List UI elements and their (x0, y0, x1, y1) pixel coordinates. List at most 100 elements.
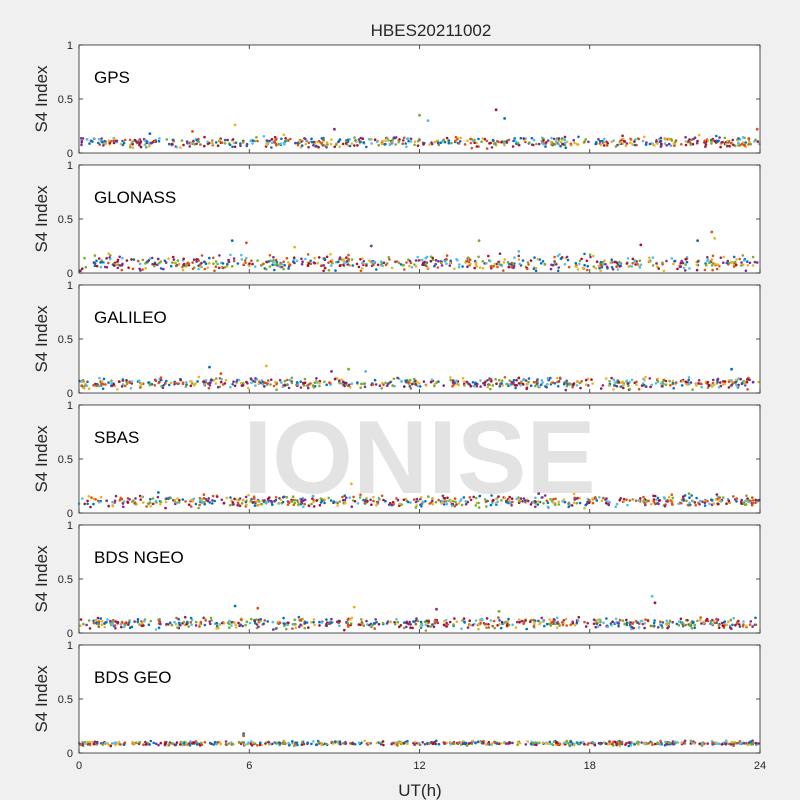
data-point (315, 381, 319, 384)
data-point (662, 269, 666, 273)
data-point (233, 384, 237, 388)
data-point (239, 144, 242, 148)
data-point (549, 140, 553, 144)
data-point (448, 261, 452, 265)
data-point (584, 503, 587, 507)
data-point (721, 496, 725, 499)
data-point (93, 264, 97, 267)
data-point (537, 142, 541, 146)
data-point (440, 499, 444, 503)
data-point (549, 376, 552, 380)
data-point (101, 743, 105, 746)
data-point (721, 624, 725, 627)
data-point (622, 383, 625, 387)
data-point (729, 626, 732, 629)
data-point (653, 742, 657, 746)
data-point (716, 140, 719, 144)
data-point (131, 500, 134, 503)
data-point (584, 138, 588, 141)
data-point (690, 627, 694, 630)
data-point (552, 618, 556, 621)
data-point (302, 384, 306, 387)
data-point (208, 741, 212, 745)
data-point (408, 259, 412, 263)
data-point (643, 742, 647, 745)
outlier-point (497, 610, 501, 613)
data-point (145, 505, 148, 508)
data-point (157, 381, 160, 385)
data-point (672, 262, 675, 266)
data-point (414, 500, 418, 504)
data-point (498, 378, 501, 382)
data-point (419, 620, 423, 624)
data-point (167, 383, 171, 387)
data-point (446, 623, 450, 626)
data-point (211, 139, 214, 142)
data-point (345, 256, 348, 259)
data-point (220, 621, 224, 625)
data-point (725, 623, 728, 626)
data-point (121, 383, 125, 386)
data-point (648, 377, 652, 380)
data-point (471, 739, 474, 743)
data-point (500, 620, 504, 624)
data-point (537, 384, 540, 388)
data-point (722, 261, 725, 265)
outlier-point (352, 605, 356, 609)
data-point (672, 743, 675, 746)
data-point (391, 138, 395, 141)
data-point (391, 500, 395, 504)
data-point (424, 623, 428, 627)
data-point (359, 493, 362, 497)
data-point (699, 499, 702, 503)
data-point (608, 740, 611, 743)
outlier-point (517, 250, 521, 253)
data-point (114, 741, 117, 744)
data-point (434, 500, 438, 504)
panel-label: GPS (94, 68, 130, 87)
data-point (431, 258, 435, 262)
data-point (587, 742, 590, 745)
data-point (185, 140, 189, 143)
data-point (745, 741, 748, 745)
data-point (376, 263, 380, 267)
data-point (563, 262, 567, 266)
data-point (688, 624, 691, 627)
data-point (573, 141, 576, 145)
data-point (168, 621, 172, 625)
data-point (275, 260, 279, 264)
data-point (316, 261, 320, 265)
data-point (353, 743, 357, 746)
data-point (503, 376, 507, 379)
data-point (79, 743, 82, 746)
data-point (139, 386, 142, 389)
data-point (493, 626, 497, 630)
data-point (342, 380, 345, 384)
data-point (540, 379, 544, 382)
data-point (285, 623, 289, 626)
data-point (557, 137, 561, 140)
data-point (516, 743, 519, 747)
data-point (520, 380, 523, 384)
data-point (720, 141, 723, 144)
data-point (429, 255, 433, 258)
data-point (247, 741, 250, 744)
data-point (254, 377, 257, 380)
data-point (172, 138, 175, 142)
data-point (611, 620, 614, 623)
data-point (153, 140, 156, 143)
data-point (529, 384, 533, 388)
data-point (307, 262, 311, 265)
data-point (643, 135, 646, 139)
data-point (110, 382, 113, 385)
data-point (542, 142, 545, 146)
data-point (335, 620, 339, 624)
data-point (204, 379, 208, 382)
data-point (468, 741, 472, 745)
data-point (175, 741, 179, 744)
data-point (695, 263, 699, 267)
data-point (249, 499, 253, 502)
data-point (726, 139, 729, 143)
data-point (343, 261, 346, 265)
